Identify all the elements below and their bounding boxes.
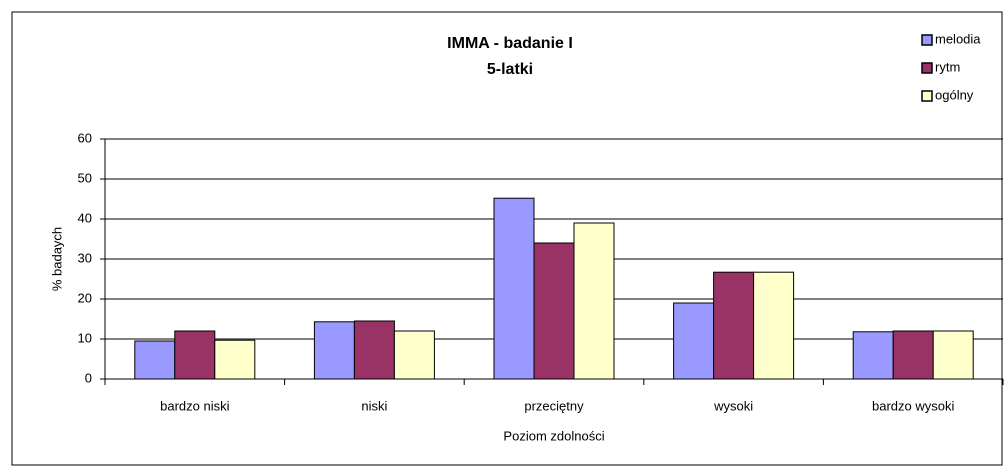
y-tick-label: 60 (78, 130, 92, 145)
bar (753, 271, 795, 380)
legend-label: melodia (935, 31, 981, 46)
bar (134, 340, 176, 380)
bar (673, 302, 715, 380)
y-tick-label: 30 (78, 250, 92, 265)
y-tick-label: 50 (78, 170, 92, 185)
bar (713, 271, 755, 380)
x-tick-label: przeciętny (524, 398, 584, 413)
x-tick-label: wysoki (713, 398, 753, 413)
bar (892, 330, 934, 380)
y-tick-label: 10 (78, 330, 92, 345)
bar (932, 330, 974, 380)
y-tick-label: 40 (78, 210, 92, 225)
bar (852, 331, 894, 380)
bar (533, 242, 575, 380)
bar (353, 320, 395, 380)
legend-label: ogólny (935, 87, 974, 102)
x-tick-label: bardzo niski (160, 398, 229, 413)
chart-subtitle: 5-latki (487, 61, 533, 78)
bar (393, 330, 435, 380)
bar (313, 321, 355, 380)
legend-label: rytm (935, 59, 960, 74)
bar (493, 197, 535, 380)
chart-title: IMMA - badanie I (447, 35, 573, 52)
y-axis-label: % badaych (49, 227, 64, 291)
bar (214, 339, 256, 380)
x-tick-label: niski (361, 398, 387, 413)
y-tick-label: 0 (85, 370, 92, 385)
bar (573, 222, 615, 380)
x-tick-label: bardzo wysoki (872, 398, 954, 413)
y-tick-label: 20 (78, 290, 92, 305)
x-axis-label: Poziom zdolności (503, 428, 604, 443)
bar (174, 330, 216, 380)
legend-swatch (921, 34, 933, 46)
legend-swatch (921, 62, 933, 74)
legend-swatch (921, 90, 933, 102)
